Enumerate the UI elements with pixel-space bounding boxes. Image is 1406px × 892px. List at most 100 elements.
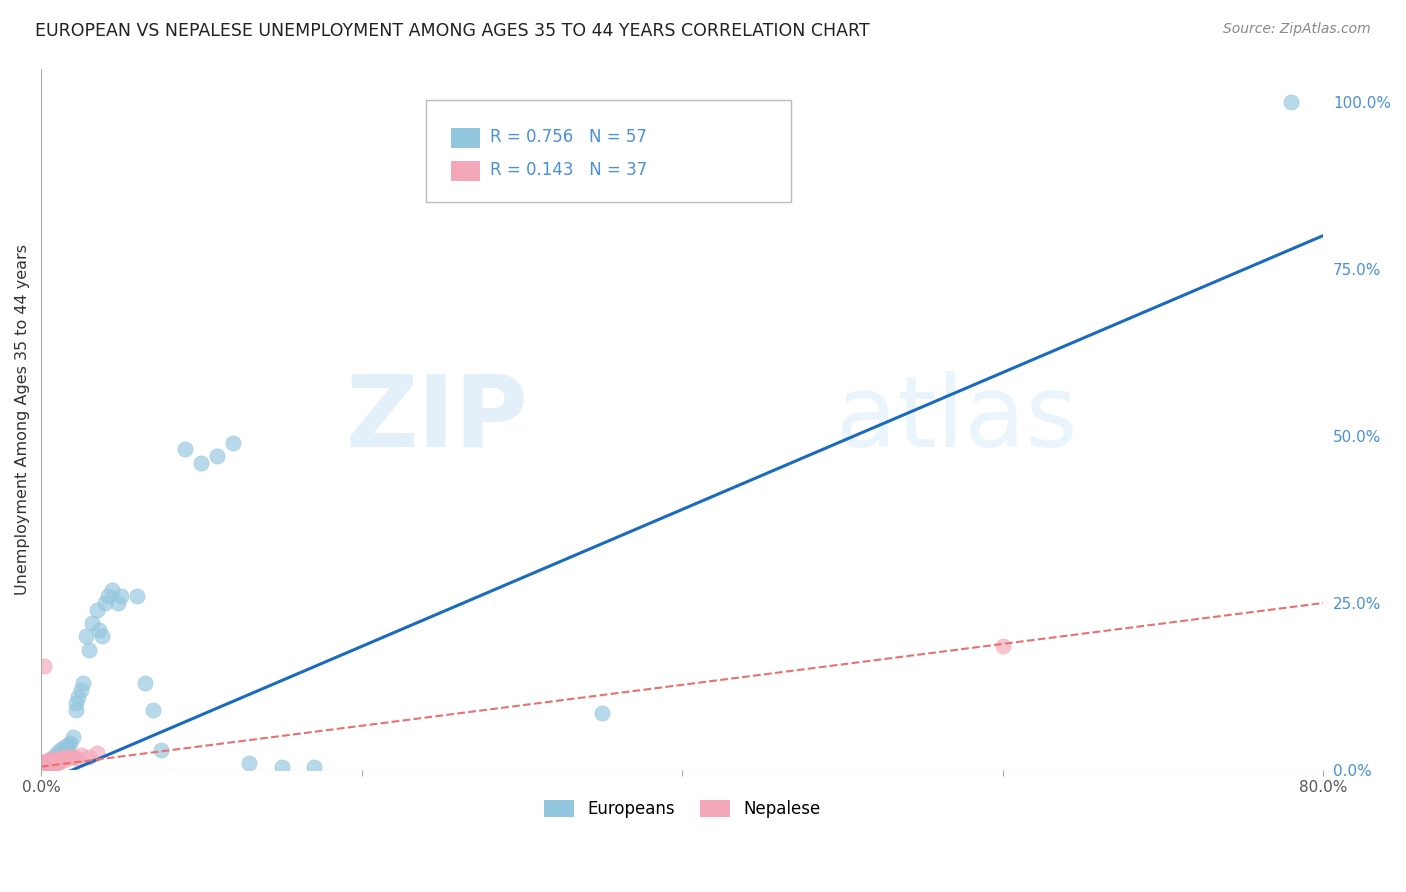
Point xyxy=(53,741,76,756)
Point xyxy=(53,744,76,758)
Point xyxy=(39,756,62,771)
Point xyxy=(46,747,69,761)
Point xyxy=(34,755,56,769)
Bar xyxy=(451,161,479,181)
Point xyxy=(31,759,53,773)
Point xyxy=(41,755,63,769)
Point xyxy=(37,759,59,773)
Point xyxy=(34,757,56,772)
Point xyxy=(46,751,69,765)
Point xyxy=(35,759,58,773)
Legend: Europeans, Nepalese: Europeans, Nepalese xyxy=(537,793,827,825)
Point xyxy=(49,743,72,757)
Point xyxy=(35,759,58,773)
Point xyxy=(42,749,65,764)
Point xyxy=(87,623,110,637)
Point xyxy=(55,751,77,765)
Point xyxy=(55,743,77,757)
Point xyxy=(222,435,245,450)
Point xyxy=(34,659,56,673)
Point xyxy=(51,751,73,765)
Text: atlas: atlas xyxy=(837,371,1077,467)
Point xyxy=(65,703,87,717)
Point xyxy=(97,589,120,603)
Point xyxy=(591,706,613,721)
Point xyxy=(41,757,63,772)
Point xyxy=(70,748,93,763)
Text: ZIP: ZIP xyxy=(346,371,529,467)
Point xyxy=(190,456,212,470)
Point xyxy=(77,749,100,764)
Point xyxy=(39,756,62,771)
Point xyxy=(38,757,60,772)
Point xyxy=(49,753,72,767)
Point xyxy=(52,739,75,754)
Point xyxy=(35,757,58,772)
Point xyxy=(58,738,80,752)
Bar xyxy=(451,128,479,148)
Text: R = 0.143   N = 37: R = 0.143 N = 37 xyxy=(489,161,647,178)
Point xyxy=(44,753,66,767)
Point xyxy=(37,755,59,769)
Point xyxy=(44,753,66,767)
FancyBboxPatch shape xyxy=(426,100,792,202)
Point xyxy=(51,747,73,761)
Point xyxy=(34,756,56,771)
Point xyxy=(52,753,75,767)
Point xyxy=(1279,95,1302,109)
Point xyxy=(39,755,62,769)
Point xyxy=(70,682,93,697)
Text: Source: ZipAtlas.com: Source: ZipAtlas.com xyxy=(1223,22,1371,37)
Point xyxy=(37,757,59,772)
Point xyxy=(59,736,82,750)
Point xyxy=(302,759,325,773)
Point xyxy=(150,743,173,757)
Point xyxy=(86,602,108,616)
Point xyxy=(66,690,89,704)
Point xyxy=(72,676,94,690)
Point xyxy=(110,589,132,603)
Point xyxy=(207,449,229,463)
Point xyxy=(75,629,97,643)
Point xyxy=(48,755,70,769)
Point xyxy=(48,749,70,764)
Point xyxy=(65,751,87,765)
Point xyxy=(38,755,60,769)
Point xyxy=(44,749,66,764)
Point xyxy=(82,615,104,630)
Point xyxy=(34,759,56,773)
Point xyxy=(49,748,72,763)
Point xyxy=(46,751,69,765)
Text: EUROPEAN VS NEPALESE UNEMPLOYMENT AMONG AGES 35 TO 44 YEARS CORRELATION CHART: EUROPEAN VS NEPALESE UNEMPLOYMENT AMONG … xyxy=(35,22,870,40)
Point xyxy=(37,757,59,772)
Point xyxy=(86,747,108,761)
Point xyxy=(62,749,84,764)
Point xyxy=(59,749,82,764)
Point xyxy=(238,756,260,771)
Point xyxy=(44,755,66,769)
Point xyxy=(107,596,129,610)
Point xyxy=(94,596,117,610)
Point xyxy=(127,589,149,603)
Point xyxy=(37,753,59,767)
Point xyxy=(46,756,69,771)
Point xyxy=(42,755,65,769)
Point xyxy=(100,582,122,597)
Point xyxy=(35,756,58,771)
Point xyxy=(991,640,1014,654)
Point xyxy=(42,756,65,771)
Point xyxy=(38,756,60,771)
Point xyxy=(39,753,62,767)
Point xyxy=(35,759,58,773)
Point xyxy=(270,759,292,773)
Point xyxy=(65,696,87,710)
Point xyxy=(142,703,165,717)
Point xyxy=(62,730,84,744)
Text: R = 0.756   N = 57: R = 0.756 N = 57 xyxy=(489,128,647,145)
Point xyxy=(134,676,156,690)
Point xyxy=(35,755,58,769)
Point xyxy=(174,442,197,457)
Point xyxy=(53,749,76,764)
Point xyxy=(77,642,100,657)
Y-axis label: Unemployment Among Ages 35 to 44 years: Unemployment Among Ages 35 to 44 years xyxy=(15,244,30,595)
